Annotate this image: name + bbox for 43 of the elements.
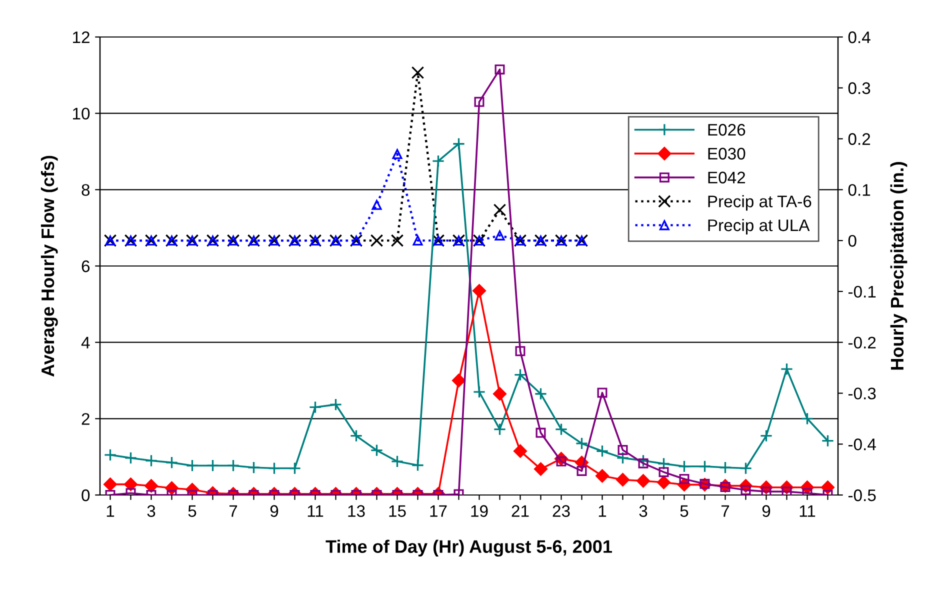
y-tick-label: 6: [82, 260, 90, 272]
x-tick-label: 13: [348, 505, 365, 517]
x-axis-title: Time of Day (Hr) August 5-6, 2001: [326, 540, 612, 557]
y-tick-label: 10: [73, 108, 90, 120]
y2-tick-label: -0.5: [848, 489, 876, 502]
y-tick-label: 0: [82, 489, 90, 502]
x-tick-label: 19: [471, 505, 488, 517]
y-tick-label: 2: [82, 413, 90, 425]
x-tick-label: 7: [229, 505, 238, 517]
x-tick-label: 5: [188, 505, 196, 517]
y2-tick-label: 0: [848, 234, 856, 247]
x-tick-label: 17: [430, 505, 447, 517]
y-axis-title: Average Hourly Flow (cfs): [40, 156, 58, 377]
x-tick-label: 5: [680, 505, 688, 517]
y2-tick-label: 0.4: [848, 31, 870, 44]
x-tick-label: 15: [389, 505, 406, 517]
legend-label: E042: [708, 172, 746, 184]
y2-axis-title: Hourly Precipitation (in.): [890, 162, 908, 370]
x-tick-label: 3: [639, 505, 648, 517]
y-tick-label: 4: [81, 336, 90, 348]
x-tick-label: 1: [106, 505, 114, 517]
x-tick-label: 9: [270, 505, 278, 517]
y2-tick-label: 0.2: [848, 133, 870, 145]
y2-tick-label: -0.1: [848, 286, 876, 298]
x-tick-label: 3: [147, 505, 156, 517]
y2-tick-label: 0.3: [848, 82, 870, 94]
legend-label: Precip at TA-6: [708, 195, 812, 211]
y2-tick-label: -0.2: [848, 336, 876, 349]
x-tick-label: 1: [598, 505, 606, 517]
y-tick-label: 8: [82, 184, 90, 196]
y2-tick-label: 0.1: [848, 184, 870, 196]
x-tick-label: 23: [552, 505, 570, 517]
y-tick-label: 12: [73, 31, 90, 44]
x-tick-label: 9: [762, 505, 770, 517]
x-tick-label: 21: [512, 505, 529, 517]
y2-tick-label: -0.3: [848, 388, 876, 400]
x-tick-label: 7: [721, 505, 730, 517]
legend-label: Precip at ULA: [708, 218, 810, 234]
legend-label: E026: [708, 124, 746, 136]
x-tick-label: 11: [800, 505, 816, 517]
legend-label: E030: [708, 148, 746, 160]
x-tick-label: 11: [308, 505, 324, 517]
y2-tick-label: -0.4: [848, 438, 876, 450]
